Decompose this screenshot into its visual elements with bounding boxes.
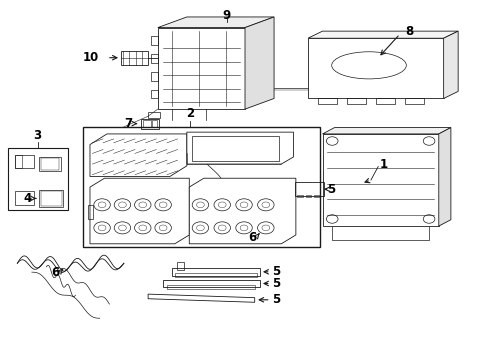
Bar xyxy=(41,158,59,170)
Bar xyxy=(8,148,68,210)
Bar xyxy=(41,191,62,206)
Bar xyxy=(306,194,311,197)
Bar xyxy=(177,261,184,270)
Polygon shape xyxy=(332,226,429,240)
Bar xyxy=(175,273,257,278)
Text: 5: 5 xyxy=(271,293,280,306)
Text: 1: 1 xyxy=(380,158,388,171)
Bar xyxy=(83,127,320,247)
Bar xyxy=(150,72,158,81)
Text: 7: 7 xyxy=(124,117,133,130)
Bar xyxy=(88,205,94,219)
Bar xyxy=(347,99,366,104)
Text: 5: 5 xyxy=(327,183,336,196)
Polygon shape xyxy=(245,17,274,109)
Polygon shape xyxy=(322,127,451,134)
Bar xyxy=(405,99,424,104)
Bar xyxy=(192,136,279,161)
Bar xyxy=(168,285,255,289)
Bar xyxy=(150,54,158,63)
Bar xyxy=(376,99,395,104)
Polygon shape xyxy=(158,17,274,28)
Text: 6: 6 xyxy=(51,266,60,279)
Text: 8: 8 xyxy=(405,25,413,39)
Text: 3: 3 xyxy=(34,129,42,142)
Text: 4: 4 xyxy=(24,192,32,205)
Bar xyxy=(122,51,148,65)
Bar xyxy=(148,112,160,118)
Text: 5: 5 xyxy=(271,277,280,290)
Bar xyxy=(141,119,159,129)
Polygon shape xyxy=(90,178,189,244)
Bar xyxy=(150,90,158,99)
Bar xyxy=(15,191,34,205)
Polygon shape xyxy=(189,178,296,244)
Bar xyxy=(308,38,443,99)
Bar xyxy=(163,280,260,287)
Bar xyxy=(15,155,34,168)
Bar xyxy=(314,194,320,197)
Polygon shape xyxy=(443,31,458,99)
Bar xyxy=(297,194,303,197)
Text: 2: 2 xyxy=(186,107,194,121)
Bar xyxy=(295,183,324,196)
Bar xyxy=(15,155,22,168)
Bar xyxy=(39,157,61,171)
Text: 6: 6 xyxy=(248,231,257,244)
Polygon shape xyxy=(308,31,458,38)
Bar xyxy=(318,99,337,104)
Polygon shape xyxy=(158,28,245,109)
Polygon shape xyxy=(187,132,294,164)
Polygon shape xyxy=(90,134,187,176)
Text: 9: 9 xyxy=(222,9,231,22)
Polygon shape xyxy=(322,134,439,226)
Bar xyxy=(39,190,63,207)
Bar xyxy=(143,121,150,127)
Polygon shape xyxy=(439,127,451,226)
Bar xyxy=(150,36,158,45)
Bar xyxy=(262,228,272,234)
Text: 5: 5 xyxy=(271,265,280,278)
Polygon shape xyxy=(148,294,255,302)
Bar xyxy=(151,121,157,127)
Text: 10: 10 xyxy=(82,51,98,64)
Bar xyxy=(172,268,260,276)
